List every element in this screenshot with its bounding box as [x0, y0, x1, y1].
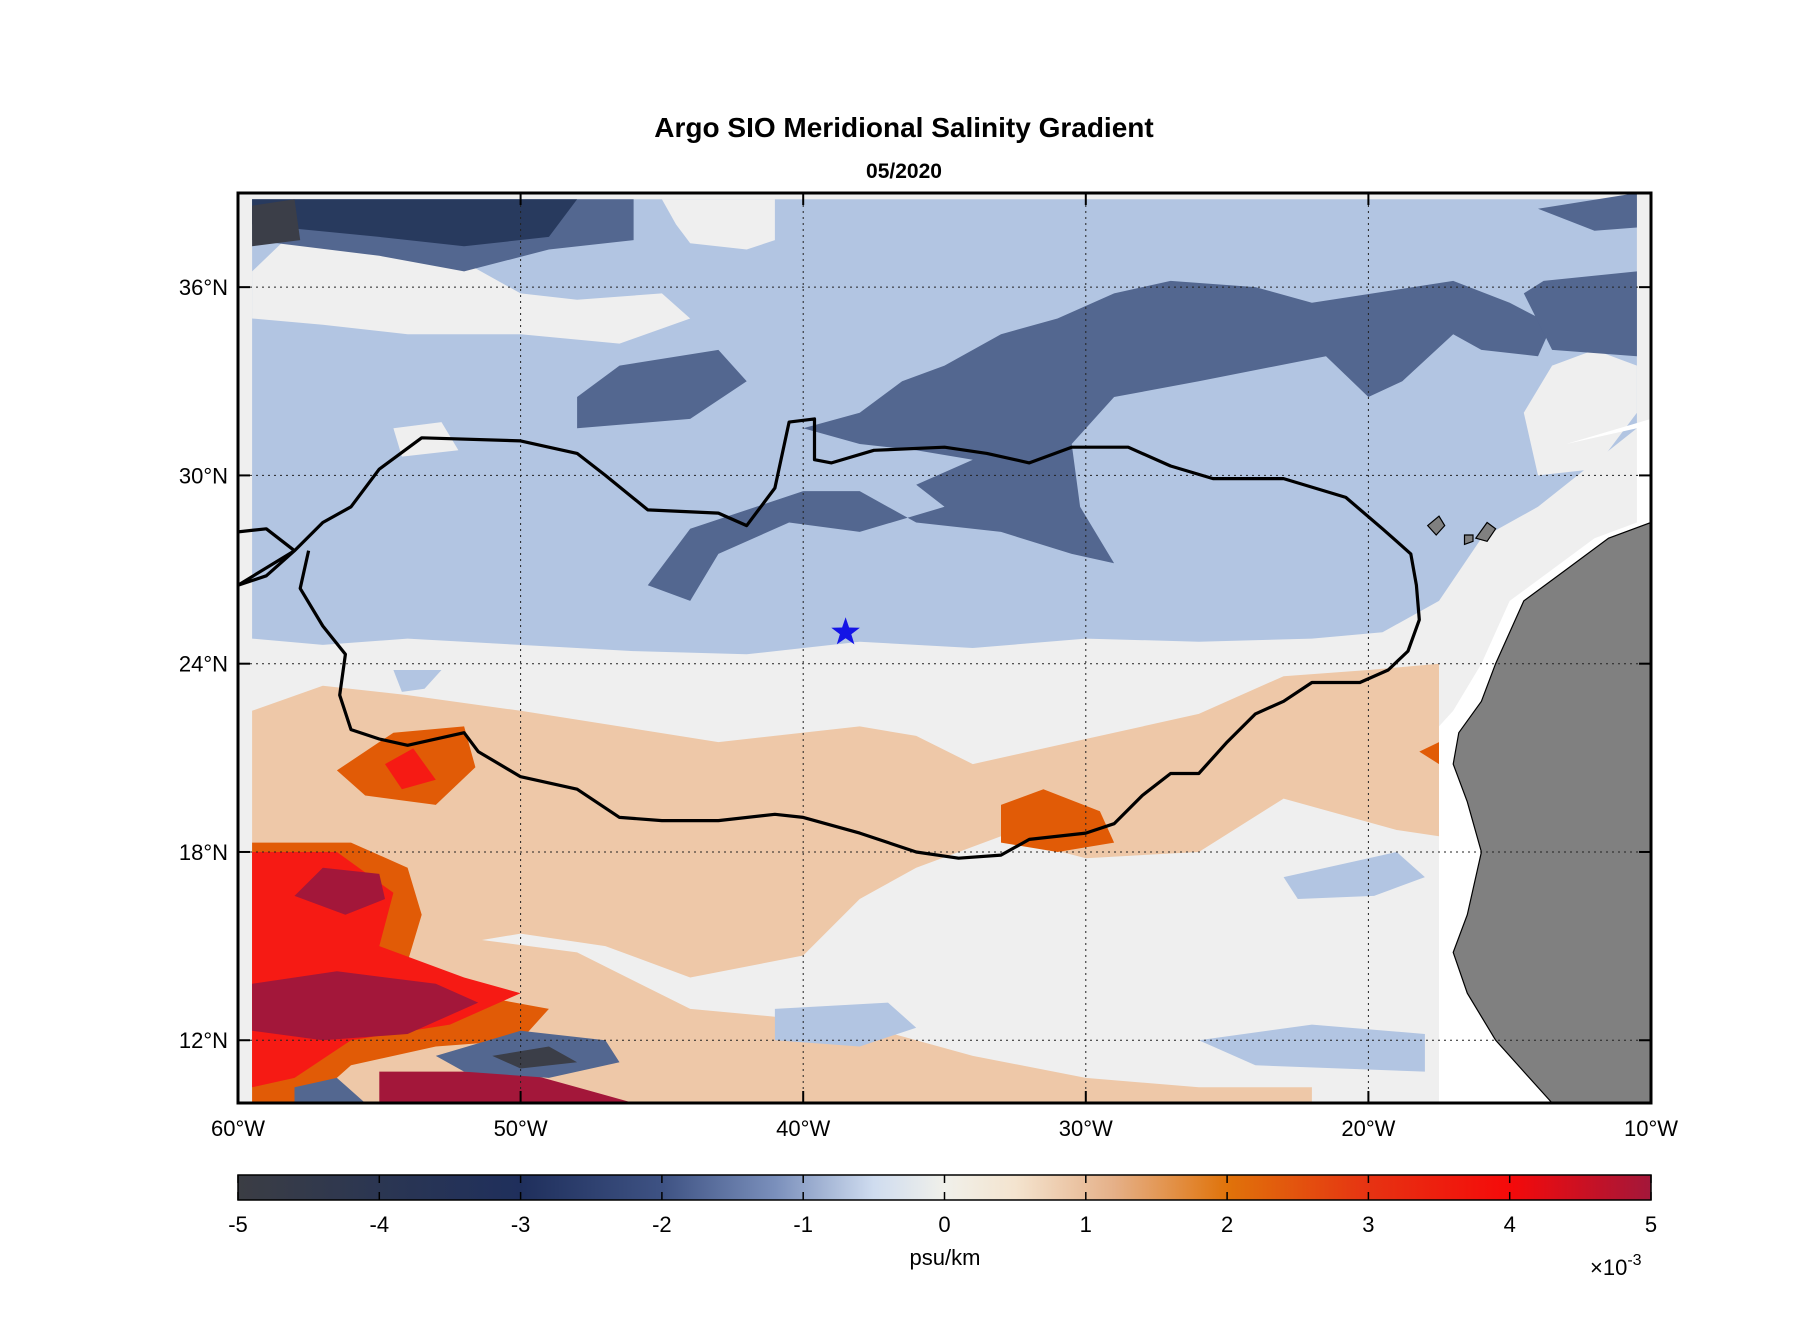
contour-region-7	[252, 199, 578, 247]
contour-region-23	[379, 1071, 634, 1103]
colorbar-tick-label: -5	[228, 1212, 248, 1237]
contour-region-16	[385, 748, 436, 790]
colorbar-tick-label: 3	[1362, 1212, 1374, 1237]
x-tick-label: 30°W	[1059, 1116, 1113, 1141]
colorbar-tick-label: -1	[793, 1212, 813, 1237]
contour-region-21	[294, 867, 385, 915]
figure-subtitle: 05/2020	[866, 160, 942, 183]
land-africa	[1452, 521, 1651, 1103]
plot-area	[238, 193, 1651, 1103]
y-tick-label: 24°N	[179, 652, 228, 677]
x-tick-label: 50°W	[494, 1116, 548, 1141]
contour-region-30	[393, 670, 442, 692]
contour-region-3	[661, 199, 775, 250]
land-island-2	[1426, 515, 1446, 536]
contour-region-10	[1523, 271, 1637, 357]
colorbar: -5 -4 -3 -2 -1 0 1 2 3 4 5 psu/km ×10-3	[228, 1174, 1657, 1280]
colorbar-tick-label: 2	[1221, 1212, 1233, 1237]
x-axis-tick-labels: 60°W 50°W 40°W 30°W 20°W 10°W	[211, 1116, 1678, 1141]
grid-lines	[238, 193, 1651, 1103]
x-tick-label: 20°W	[1341, 1116, 1395, 1141]
star-marker	[831, 617, 860, 645]
y-tick-label: 18°N	[179, 840, 228, 865]
x-tick-label: 40°W	[776, 1116, 830, 1141]
contour-region-8	[252, 199, 301, 247]
y-tick-label: 30°N	[179, 463, 228, 488]
colorbar-tick-label: 4	[1504, 1212, 1516, 1237]
y-tick-label: 12°N	[179, 1028, 228, 1053]
contour-region-9	[647, 280, 1553, 601]
colorbar-ticks	[237, 1175, 1652, 1200]
figure-title: Argo SIO Meridional Salinity Gradient	[654, 112, 1154, 143]
x-tick-label: 60°W	[211, 1116, 265, 1141]
colorbar-tick-labels: -5 -4 -3 -2 -1 0 1 2 3 4 5	[228, 1212, 1657, 1237]
colorbar-scale-exponent: -3	[1627, 1252, 1641, 1269]
contour-region-28	[1283, 852, 1425, 899]
colorbar-scale-base: ×10	[1590, 1255, 1627, 1280]
colorbar-label: psu/km	[910, 1245, 981, 1270]
black-contour-line	[238, 417, 1421, 860]
contour-region-2	[252, 230, 691, 344]
colorbar-tick-label: 0	[938, 1212, 950, 1237]
contour-region-29	[1198, 1024, 1425, 1072]
axis-ticks	[237, 193, 1652, 1103]
x-tick-label: 10°W	[1624, 1116, 1678, 1141]
colorbar-tick-label: -2	[652, 1212, 672, 1237]
contour-regions	[252, 193, 1637, 1103]
colorbar-tick-label: -4	[370, 1212, 390, 1237]
contour-region-13	[252, 663, 1440, 978]
colorbar-tick-label: 5	[1645, 1212, 1657, 1237]
colorbar-scale: ×10-3	[1590, 1252, 1642, 1280]
colorbar-tick-label: 1	[1080, 1212, 1092, 1237]
contour-region-4	[1523, 349, 1637, 476]
land-areas	[1426, 515, 1651, 1103]
land-island-1	[1474, 521, 1497, 542]
contour-region-26	[294, 1077, 366, 1103]
contour-region-18	[1419, 742, 1439, 765]
colorbar-tick-label: -3	[511, 1212, 531, 1237]
y-axis-tick-labels: 12°N 18°N 24°N 30°N 36°N	[179, 275, 228, 1053]
y-tick-label: 36°N	[179, 275, 228, 300]
contour-region-12	[577, 349, 747, 429]
contour-region-27	[774, 1002, 917, 1047]
plot-frame	[236, 191, 1653, 1105]
contour-region-25	[492, 1046, 578, 1069]
land-island-3	[1463, 534, 1474, 546]
contour-region-11	[1538, 193, 1637, 231]
contour-region-22	[252, 971, 479, 1041]
